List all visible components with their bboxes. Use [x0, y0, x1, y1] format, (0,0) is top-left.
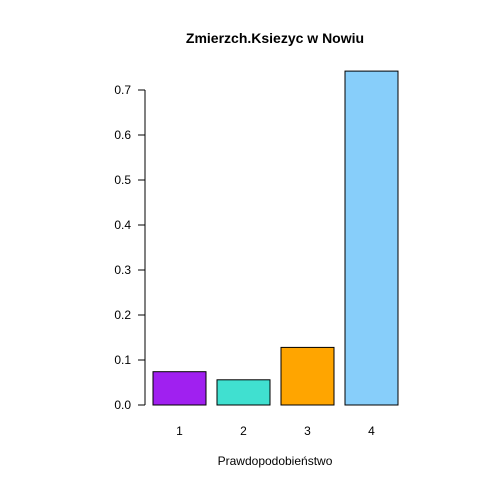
- x-tick-labels: 1 2 3 4: [176, 424, 375, 438]
- bar-3: [280, 346, 335, 406]
- y-tick-label: 0.5: [114, 173, 131, 187]
- bar-2: [216, 379, 271, 406]
- y-tick-label: 0.1: [114, 353, 131, 367]
- y-tick-label: 0.6: [114, 128, 131, 142]
- y-axis: 0.0 0.1 0.2 0.3 0.4 0.5 0.6 0.7: [114, 83, 146, 412]
- y-tick-label: 0.7: [114, 83, 131, 97]
- x-axis-label: Prawdopodobieństwo: [218, 454, 333, 468]
- x-tick-label: 4: [368, 424, 375, 438]
- x-tick-label: 2: [240, 424, 247, 438]
- bar-4: [344, 70, 399, 406]
- x-tick-label: 1: [176, 424, 183, 438]
- y-tick-label: 0.3: [114, 263, 131, 277]
- y-tick-label: 0.4: [114, 218, 131, 232]
- bar-1: [152, 371, 207, 406]
- x-tick-label: 3: [304, 424, 311, 438]
- y-tick-label: 0.0: [114, 398, 131, 412]
- bars: [152, 70, 399, 406]
- y-tick-label: 0.2: [114, 308, 131, 322]
- chart-title: Zmierzch.Ksiezyc w Nowiu: [186, 30, 364, 46]
